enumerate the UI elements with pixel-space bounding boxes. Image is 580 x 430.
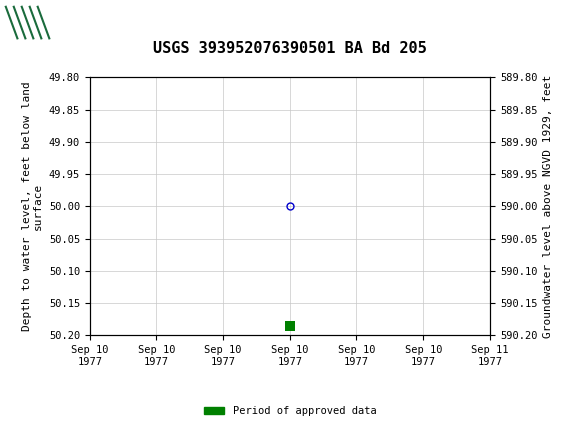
Legend: Period of approved data: Period of approved data (200, 402, 380, 421)
Text: USGS 393952076390501 BA Bd 205: USGS 393952076390501 BA Bd 205 (153, 41, 427, 56)
Text: USGS: USGS (49, 13, 109, 32)
Y-axis label: Groundwater level above NGVD 1929, feet: Groundwater level above NGVD 1929, feet (543, 75, 553, 338)
FancyBboxPatch shape (6, 4, 41, 41)
Y-axis label: Depth to water level, feet below land
surface: Depth to water level, feet below land su… (22, 82, 44, 331)
Bar (285, 321, 295, 331)
